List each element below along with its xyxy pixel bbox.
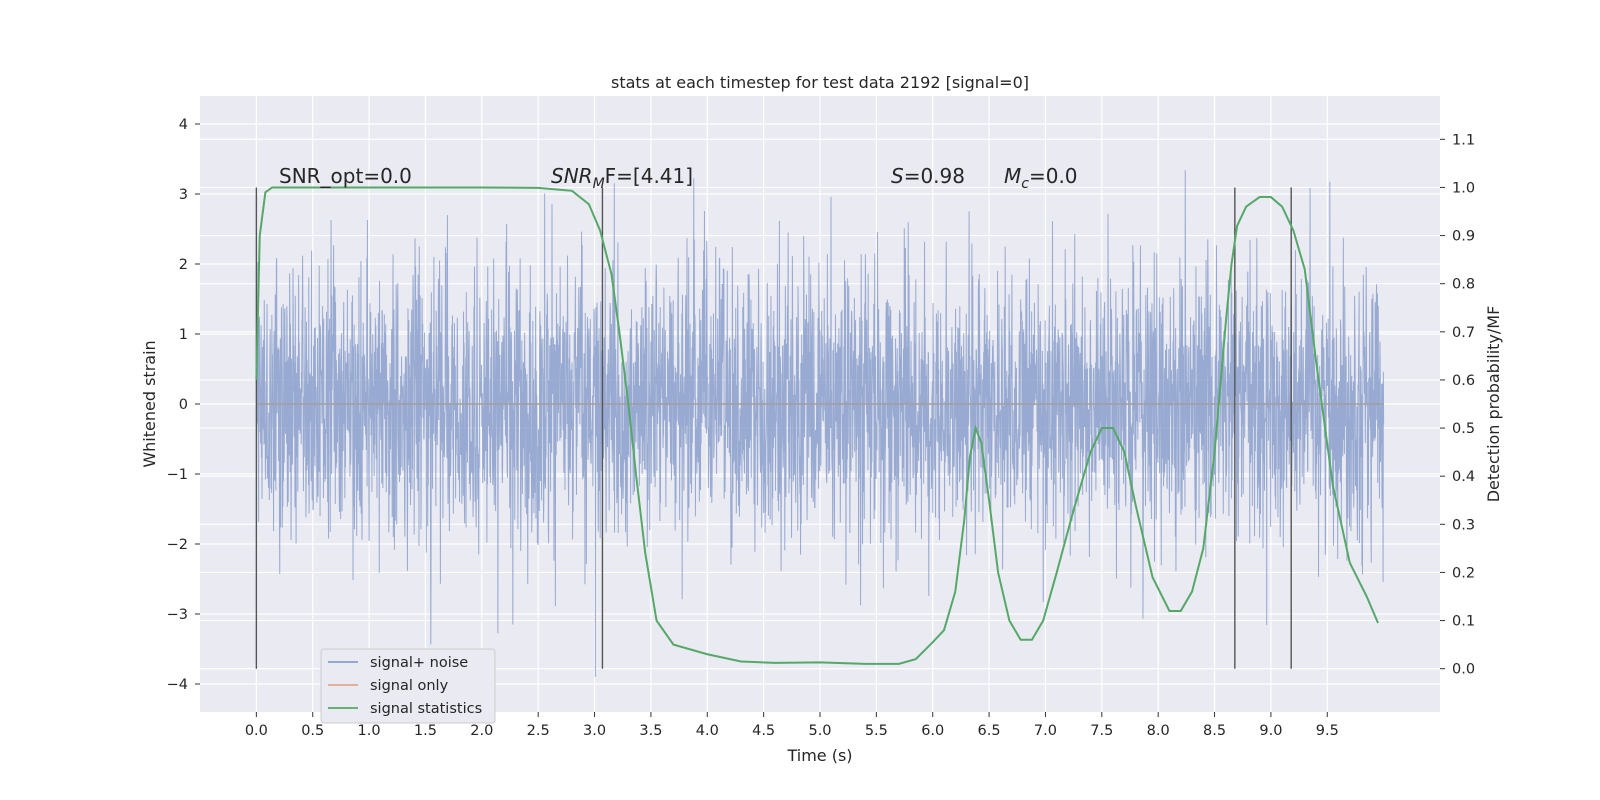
legend-label-signal-noise: signal+ noise: [370, 655, 468, 671]
y2-tick-label: 0.3: [1452, 517, 1475, 533]
x-tick-label: 4.5: [752, 723, 775, 739]
x-tick-label: 9.0: [1259, 723, 1282, 739]
annotation-s: S=0.98: [891, 164, 965, 188]
y-tick-label: 0: [179, 397, 188, 413]
annotation-snr-opt: SNR_opt=0.0: [279, 164, 412, 188]
y2-tick-label: 0.7: [1452, 325, 1475, 341]
x-tick-label: 0.5: [301, 723, 324, 739]
y2-tick-label: 0.9: [1452, 229, 1475, 245]
x-tick-label: 5.5: [865, 723, 888, 739]
x-tick-labels: 0.0 0.5 1.0 1.5 2.0 2.5 3.0 3.5 4.0 4.5 5.0 5.5 6.0 6…: [245, 712, 1339, 739]
y-tick-label: −4: [167, 677, 188, 693]
y2-tick-labels: 1.1 1.0 0.9 0.8 0.7 0.6 0.5 0.4 0.3 0.2 0.1 0.0: [1440, 132, 1475, 678]
x-tick-label: 2.0: [470, 723, 493, 739]
y2-tick-label: 0.5: [1452, 421, 1475, 437]
legend-box: [320, 648, 496, 724]
signal-noise-series: [255, 170, 1385, 678]
y-tick-label: −2: [167, 537, 188, 553]
y-tick-label: −3: [167, 607, 188, 623]
x-tick-label: 6.0: [921, 723, 944, 739]
y-axis-label: Whitened strain: [140, 340, 159, 467]
x-tick-label: 4.0: [696, 723, 719, 739]
x-tick-label: 3.0: [583, 723, 606, 739]
y2-tick-label: 0.6: [1452, 373, 1475, 389]
y-tick-label: 1: [179, 327, 188, 343]
x-tick-label: 6.5: [978, 723, 1001, 739]
y-tick-labels: 4 3 2 1 0 −1 −2 −3 −4: [167, 117, 200, 693]
y2-tick-label: 0.0: [1452, 662, 1475, 678]
y2-tick-label: 0.2: [1452, 565, 1475, 581]
y-tick-label: 4: [179, 117, 188, 133]
signal-statistics-series: [255, 186, 1379, 665]
x-tick-label: 2.5: [527, 723, 550, 739]
x-tick-label: 9.5: [1316, 723, 1339, 739]
vertical-markers: [255, 187, 1292, 669]
y-tick-label: −1: [167, 467, 188, 483]
x-tick-label: 1.5: [414, 723, 437, 739]
x-tick-label: 7.0: [1034, 723, 1057, 739]
y2-axis-label: Detection probability/MF: [1484, 306, 1503, 503]
x-tick-label: 8.5: [1203, 723, 1226, 739]
x-tick-label: 8.0: [1147, 723, 1170, 739]
signal-noise-line: [255, 170, 1385, 678]
x-tick-label: 1.0: [358, 723, 381, 739]
y2-tick-label: 1.0: [1452, 180, 1475, 196]
y2-tick-label: 1.1: [1452, 132, 1475, 148]
signal-statistics-line: [255, 186, 1379, 665]
y2-tick-label: 0.4: [1452, 469, 1475, 485]
y2-tick-label: 0.8: [1452, 277, 1475, 293]
y-tick-label: 2: [179, 257, 188, 273]
legend-label-signal-only: signal only: [370, 678, 449, 694]
y-tick-label: 3: [179, 187, 188, 203]
x-axis-label: Time (s): [786, 746, 852, 765]
y2-tick-label: 0.1: [1452, 614, 1475, 630]
legend: signal+ noise signal only signal statist…: [320, 648, 496, 724]
x-tick-label: 5.0: [808, 723, 831, 739]
annotation-snr-mf: SNRMF=[4.41]: [551, 164, 693, 192]
x-tick-label: 7.5: [1090, 723, 1113, 739]
legend-label-signal-statistics: signal statistics: [370, 701, 482, 717]
x-tick-label: 0.0: [245, 723, 268, 739]
chart-title: stats at each timestep for test data 219…: [611, 73, 1029, 92]
annotation-mc: Mc=0.0: [1004, 164, 1078, 192]
x-tick-label: 3.5: [639, 723, 662, 739]
